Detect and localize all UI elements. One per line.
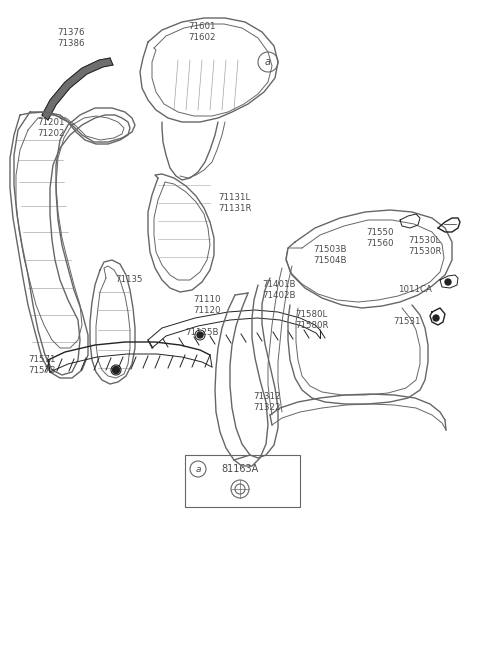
- Text: 71110
71120: 71110 71120: [193, 295, 220, 315]
- Text: a: a: [195, 465, 201, 474]
- Text: 71125B: 71125B: [185, 328, 218, 337]
- Circle shape: [112, 367, 120, 373]
- Text: 71571
71573: 71571 71573: [28, 355, 56, 375]
- Text: 1011CA: 1011CA: [398, 285, 432, 294]
- Circle shape: [445, 279, 451, 285]
- Circle shape: [197, 332, 203, 338]
- Text: 71530L
71530R: 71530L 71530R: [408, 236, 442, 256]
- Text: 71580L
71580R: 71580L 71580R: [295, 310, 328, 330]
- Text: 71376
71386: 71376 71386: [57, 28, 84, 48]
- Text: 71312
71322: 71312 71322: [253, 392, 280, 412]
- Circle shape: [433, 315, 439, 321]
- FancyBboxPatch shape: [185, 455, 300, 507]
- Polygon shape: [42, 58, 113, 120]
- Text: 71503B
71504B: 71503B 71504B: [313, 245, 347, 265]
- Text: 71131L
71131R: 71131L 71131R: [218, 193, 252, 213]
- Text: 71201
71202: 71201 71202: [37, 118, 64, 138]
- Text: 81163A: 81163A: [221, 464, 259, 474]
- Text: a: a: [265, 57, 271, 67]
- Text: 71601
71602: 71601 71602: [188, 22, 216, 42]
- Text: 71531: 71531: [393, 317, 420, 326]
- Text: 71401B
71402B: 71401B 71402B: [262, 280, 296, 300]
- Text: 71135: 71135: [115, 275, 143, 284]
- Text: 71550
71560: 71550 71560: [366, 228, 394, 248]
